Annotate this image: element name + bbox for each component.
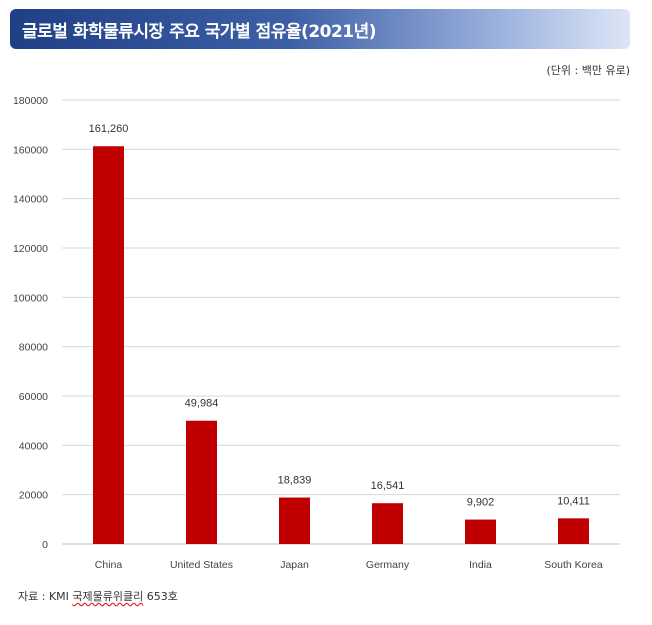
bar bbox=[465, 519, 496, 544]
y-tick-label: 20000 bbox=[19, 490, 48, 502]
data-label: 10,411 bbox=[557, 495, 590, 507]
y-tick-label: 140000 bbox=[13, 194, 48, 206]
x-category-label: India bbox=[469, 559, 492, 571]
x-category-label: Germany bbox=[366, 559, 410, 571]
bar bbox=[93, 146, 124, 544]
data-label: 9,902 bbox=[467, 497, 495, 509]
y-tick-label: 60000 bbox=[19, 391, 48, 403]
data-label: 49,984 bbox=[185, 398, 219, 410]
y-tick-label: 120000 bbox=[13, 243, 48, 255]
data-label: 161,260 bbox=[89, 123, 129, 135]
y-tick-label: 40000 bbox=[19, 440, 48, 452]
y-tick-label: 80000 bbox=[19, 342, 48, 354]
source-note: 자료 : KMI 국제물류위클리 653호 bbox=[18, 588, 178, 604]
x-category-label: China bbox=[95, 559, 123, 571]
chart-title: 글로벌 화학물류시장 주요 국가별 점유율(2021년) bbox=[22, 21, 377, 42]
y-tick-label: 180000 bbox=[13, 95, 48, 107]
bar bbox=[558, 518, 589, 544]
data-label: 18,839 bbox=[278, 475, 312, 487]
x-category-label: Japan bbox=[280, 559, 309, 571]
y-tick-label: 160000 bbox=[13, 144, 48, 156]
source-suffix: 653호 bbox=[143, 590, 178, 603]
bar bbox=[372, 503, 403, 544]
unit-note: (단위 : 백만 유로) bbox=[546, 64, 631, 77]
source-publication: 국제물류위클리 bbox=[72, 590, 144, 603]
bar bbox=[186, 420, 217, 544]
data-label: 16,541 bbox=[371, 480, 405, 492]
title-banner: 글로벌 화학물류시장 주요 국가별 점유율(2021년) bbox=[10, 9, 630, 49]
x-category-label: United States bbox=[170, 559, 233, 571]
y-tick-label: 100000 bbox=[13, 292, 48, 304]
source-prefix: 자료 : KMI bbox=[18, 590, 73, 603]
x-category-label: South Korea bbox=[544, 559, 603, 571]
bar bbox=[279, 497, 310, 544]
y-tick-label: 0 bbox=[42, 539, 48, 551]
